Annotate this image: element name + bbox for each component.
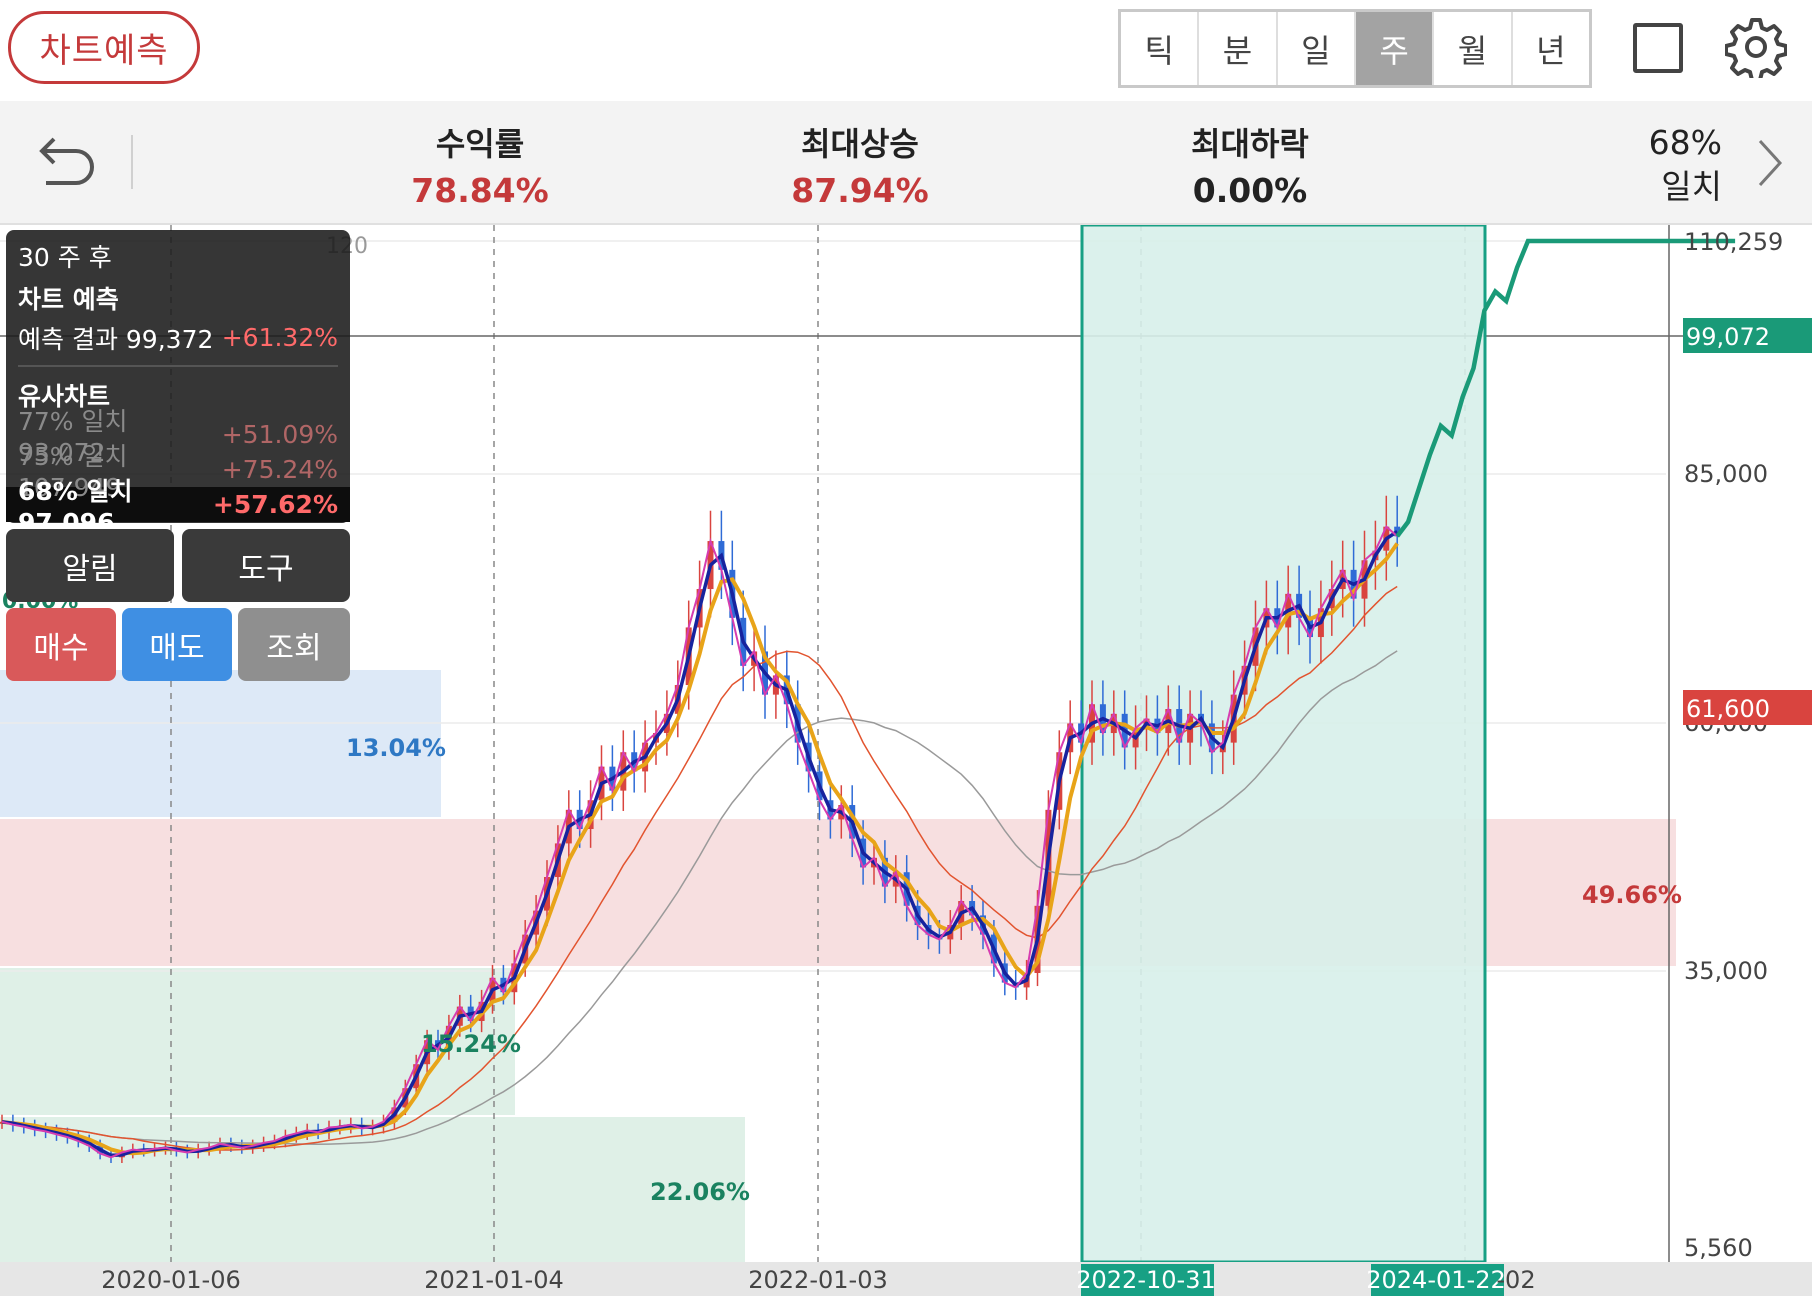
- divider: [18, 365, 338, 367]
- layout-square-icon[interactable]: [1633, 23, 1683, 73]
- price-chart[interactable]: 110,25985,00060,00035,0005,5602020-01-06…: [0, 225, 1812, 1296]
- similar-row-selected[interactable]: 68% 일치 97,096 +57.62%: [6, 477, 350, 537]
- x-tick-label: 2022-10-31: [1076, 1266, 1215, 1294]
- match-percent-value: 68%: [1648, 123, 1722, 162]
- similar-price: 93,072: [18, 438, 106, 467]
- y-tick-label: 5,560: [1684, 1234, 1753, 1262]
- gear-icon[interactable]: [1724, 16, 1788, 82]
- chevron-right-icon[interactable]: [1752, 135, 1788, 191]
- similar-label: 77% 일치: [18, 407, 128, 436]
- zone-label: 13.04%: [346, 734, 446, 762]
- y-tick-label: 85,000: [1684, 460, 1768, 488]
- max-fall-label: 최대하락: [1191, 125, 1309, 163]
- top-toolbar: 차트예측 틱 분 일 주 월 년: [0, 0, 1812, 100]
- tab-minute[interactable]: 분: [1199, 12, 1278, 85]
- zone-label: 22.06%: [650, 1178, 750, 1206]
- tools-button[interactable]: 도구: [182, 529, 350, 602]
- prediction-line: [1395, 238, 1736, 538]
- candle: [1394, 526, 1401, 537]
- similar-change: +57.62%: [212, 490, 338, 519]
- max-fall-value: 0.00%: [1192, 171, 1308, 210]
- similar-row[interactable]: 75% 일치 107,949 +75.24%: [18, 442, 338, 502]
- y-tick-label: 35,000: [1684, 957, 1768, 985]
- return-label: 수익률: [435, 125, 525, 163]
- alarm-button[interactable]: 알림: [6, 529, 174, 602]
- tab-month[interactable]: 월: [1434, 12, 1513, 85]
- x-tick-label: -02: [1496, 1266, 1535, 1294]
- return-stat: 수익률 78.84%: [400, 119, 560, 210]
- zone-label: 15.24%: [421, 1030, 521, 1058]
- similar-row[interactable]: 77% 일치 93,072 +51.09%: [18, 407, 338, 467]
- y-tick-label: 110,259: [1684, 228, 1783, 256]
- view-button[interactable]: 조회: [238, 608, 350, 681]
- similar-change: +51.09%: [221, 420, 338, 449]
- base-price-label: 61,600: [1686, 695, 1770, 723]
- similar-title: 유사차트: [18, 382, 111, 411]
- x-tick-label: 2024-01-22: [1366, 1266, 1505, 1294]
- x-tick-highlight: [1371, 1264, 1504, 1296]
- match-percent: 68% 일치: [1649, 121, 1722, 209]
- x-tick-label: 2022-01-03: [748, 1266, 887, 1294]
- x-tick-highlight: [1081, 1264, 1214, 1296]
- tab-tick[interactable]: 틱: [1121, 12, 1200, 85]
- prediction-stats-bar: 수익률 78.84% 최대상승 87.94% 최대하락 0.00% 68% 일치: [0, 101, 1812, 225]
- similar-label: 75% 일치: [18, 442, 128, 471]
- horizon-label: 30 주 후: [18, 243, 112, 272]
- divider: [131, 135, 133, 189]
- result-change: +61.32%: [221, 323, 338, 352]
- price-tag: [1683, 690, 1812, 725]
- result-price: 99,372: [125, 324, 214, 354]
- max-rise-label: 최대상승: [801, 125, 919, 163]
- ma120-line: [1, 650, 1398, 1145]
- match-percent-word: 일치: [1661, 167, 1722, 206]
- ma5-line: [1, 525, 1398, 1159]
- tab-week[interactable]: 주: [1355, 12, 1435, 85]
- prediction-info-panel: 30 주 후 차트 예측 예측 결과 99,372 +61.32% 유사차트 7…: [6, 230, 350, 537]
- prediction-result-row: 예측 결과 99,372 +61.32%: [18, 320, 338, 355]
- zone-label: 49.66%: [1582, 881, 1682, 909]
- max-rise-stat: 최대상승 87.94%: [780, 119, 940, 210]
- result-label: 예측 결과: [18, 324, 118, 354]
- zone-box: [0, 670, 441, 817]
- similar-change: +75.24%: [221, 455, 338, 484]
- sell-button[interactable]: 매도: [122, 608, 232, 681]
- x-tick-label: 2020-01-06: [101, 1266, 240, 1294]
- return-value: 78.84%: [411, 171, 549, 210]
- tab-year[interactable]: 년: [1536, 31, 1566, 70]
- max-fall-stat: 최대하락 0.00%: [1160, 119, 1340, 210]
- panel-title: 차트 예측: [18, 285, 119, 314]
- zone-box: [0, 1117, 745, 1264]
- tab-day[interactable]: 일: [1278, 12, 1356, 85]
- period-tabs: 틱 분 일 주 월 년: [1118, 9, 1592, 88]
- buy-button[interactable]: 매수: [6, 608, 116, 681]
- similar-label: 68% 일치: [18, 477, 133, 506]
- x-axis-strip: [0, 1262, 1812, 1296]
- back-arrow-icon[interactable]: [30, 131, 100, 195]
- similar-price: 107,949: [18, 473, 122, 502]
- price-tag: [1683, 318, 1812, 353]
- max-rise-value: 87.94%: [791, 171, 929, 210]
- current-price-label: 99,072: [1686, 323, 1770, 351]
- chart-predict-button[interactable]: 차트예측: [8, 11, 200, 84]
- ma60-line: [1, 585, 1398, 1151]
- x-tick-label: 2021-01-04: [424, 1266, 563, 1294]
